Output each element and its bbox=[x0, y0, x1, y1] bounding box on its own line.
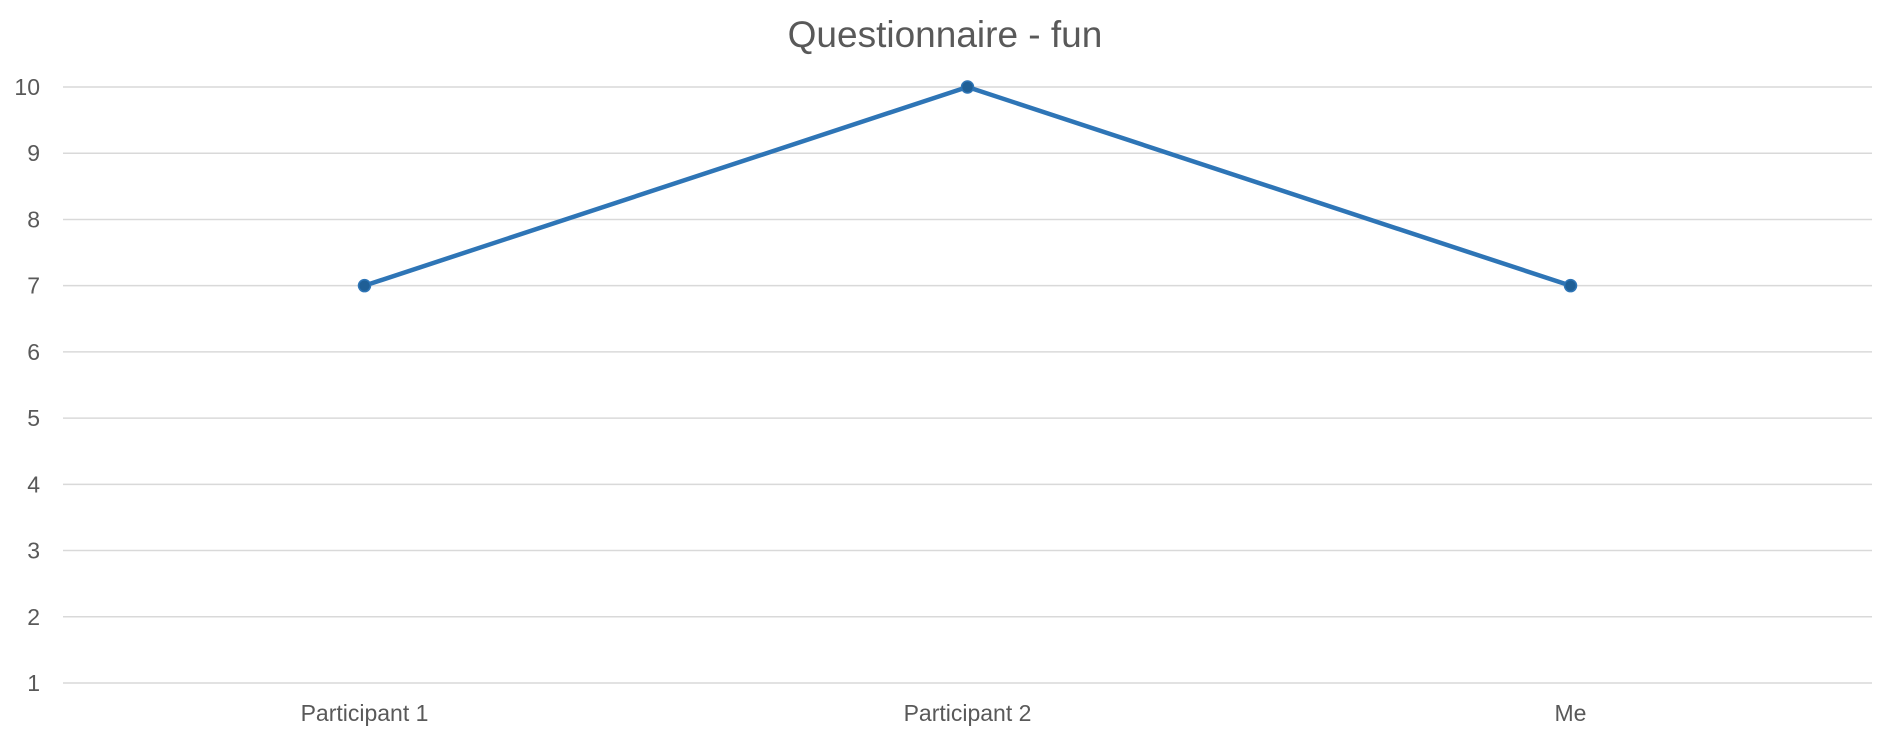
data-point bbox=[1563, 278, 1578, 293]
x-axis-tick-labels: Participant 1 Participant 2 Me bbox=[301, 700, 1587, 726]
y-tick-label-5: 5 bbox=[27, 405, 40, 431]
y-tick-label-7: 7 bbox=[27, 273, 40, 299]
y-tick-label-9: 9 bbox=[27, 140, 40, 166]
chart-title: Questionnaire - fun bbox=[787, 14, 1103, 55]
series-line bbox=[362, 84, 1573, 288]
x-tick-label: Participant 2 bbox=[904, 700, 1032, 726]
x-tick-label: Participant 1 bbox=[301, 700, 429, 726]
data-point bbox=[960, 80, 975, 94]
y-axis-tick-labels: 1 2 3 4 5 6 7 8 9 10 bbox=[14, 74, 40, 696]
series bbox=[357, 80, 1578, 293]
gridlines bbox=[63, 86, 1872, 684]
y-tick-label-4: 4 bbox=[27, 471, 40, 497]
x-tick-label: Me bbox=[1555, 700, 1587, 726]
y-tick-label-2: 2 bbox=[27, 604, 40, 630]
y-tick-label-10: 10 bbox=[14, 74, 40, 100]
y-tick-label-8: 8 bbox=[27, 206, 40, 232]
y-tick-label-6: 6 bbox=[27, 339, 40, 365]
y-tick-label-3: 3 bbox=[27, 538, 40, 564]
data-point bbox=[357, 278, 372, 293]
y-tick-label-1: 1 bbox=[27, 670, 40, 696]
